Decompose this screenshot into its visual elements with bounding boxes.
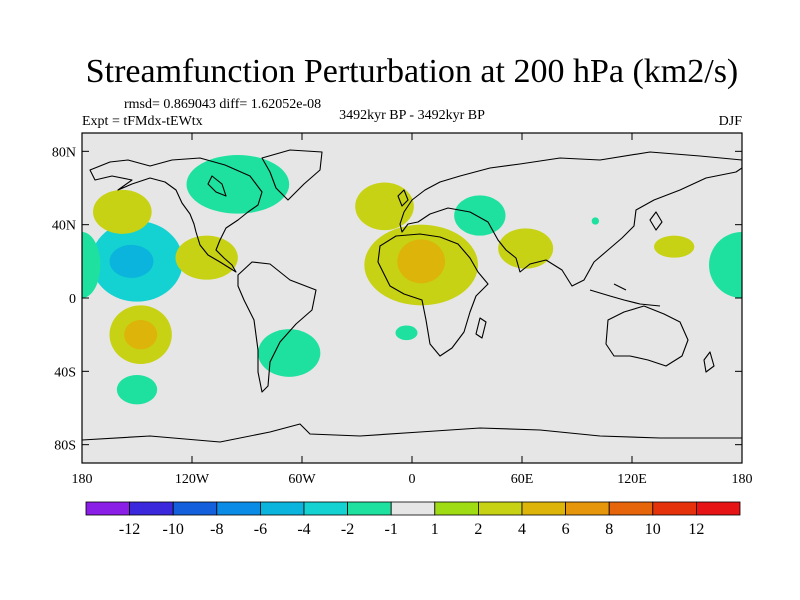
anomaly-region-6 bbox=[116, 375, 158, 405]
colorbar-swatch-5 bbox=[303, 501, 348, 516]
colorbar-swatch-9 bbox=[477, 501, 523, 516]
colorbar-label-6: -1 bbox=[385, 521, 398, 538]
x-tick-label-6: 180 bbox=[732, 472, 753, 487]
coastline-uk bbox=[397, 189, 409, 207]
anomaly-region-15 bbox=[709, 232, 742, 298]
anomaly-region-16 bbox=[82, 232, 101, 298]
colorbar-label-13: 12 bbox=[688, 521, 704, 538]
coastline-australia bbox=[605, 305, 689, 367]
colorbar-swatch-14 bbox=[696, 501, 741, 516]
colorbar-swatch-2 bbox=[172, 501, 218, 516]
colorbar-swatch-11 bbox=[565, 501, 610, 516]
coastline-greenland bbox=[261, 149, 323, 201]
anomaly-region-10 bbox=[454, 195, 506, 236]
colorbar-label-9: 4 bbox=[518, 521, 526, 538]
anomaly-region-12 bbox=[395, 325, 418, 341]
chart-title: Streamfunction Perturbation at 200 hPa (… bbox=[86, 53, 739, 90]
anomaly-region-7 bbox=[258, 329, 321, 377]
x-tick-label-1: 120W bbox=[175, 472, 210, 487]
colorbar-swatch-3 bbox=[216, 501, 261, 516]
coastline-indonesia bbox=[589, 283, 661, 307]
anomaly-region-3 bbox=[93, 189, 152, 234]
colorbar-label-1: -10 bbox=[163, 521, 184, 538]
anomaly-region-8 bbox=[355, 182, 414, 231]
colorbar: -12 -10 -8 -6 -4 -2 -1 1 2 4 6 8 10 12 bbox=[85, 501, 741, 538]
colorbar-label-4: -4 bbox=[297, 521, 310, 538]
x-tick-label-3: 0 bbox=[409, 472, 416, 487]
y-tick-label-4: 80S bbox=[54, 439, 76, 454]
stats-line: rmsd= 0.869043 diff= 1.62052e-08 bbox=[124, 97, 321, 112]
x-tick-label-2: 60W bbox=[288, 472, 316, 487]
y-tick-label-0: 80N bbox=[52, 145, 76, 160]
colorbar-label-12: 10 bbox=[645, 521, 661, 538]
anomaly-region-4 bbox=[175, 235, 238, 280]
colorbar-label-0: -12 bbox=[119, 521, 140, 538]
colorbar-swatch-6 bbox=[347, 501, 392, 516]
colorbar-swatch-10 bbox=[521, 501, 566, 516]
y-tick-label-1: 40N bbox=[52, 219, 76, 234]
colorbar-swatch-8 bbox=[434, 501, 479, 516]
coastline-eurasia bbox=[399, 151, 742, 287]
coastline-hudson-bay bbox=[207, 175, 227, 197]
anomaly-core-5 bbox=[124, 320, 158, 350]
colorbar-label-3: -6 bbox=[254, 521, 267, 538]
coastline-new-zealand bbox=[703, 351, 715, 373]
y-tick-label-2: 0 bbox=[69, 292, 76, 307]
colorbar-label-7: 1 bbox=[431, 521, 439, 538]
anomaly-region-14 bbox=[654, 235, 695, 258]
coastline-south-america bbox=[237, 261, 317, 393]
colorbar-swatch-4 bbox=[259, 501, 305, 516]
anomaly-region-13 bbox=[591, 217, 599, 225]
colorbar-label-5: -2 bbox=[341, 521, 354, 538]
map-axes: 180 120W 60W 0 60E 120E 180 80N 40N 0 40S 80S bbox=[52, 133, 753, 487]
anomaly-contours bbox=[82, 155, 742, 405]
colorbar-swatch-12 bbox=[608, 501, 654, 516]
anomaly-core-9 bbox=[397, 239, 445, 284]
colorbar-swatch-7 bbox=[390, 501, 436, 516]
colorbar-swatch-0 bbox=[85, 501, 130, 516]
x-tick-label-5: 120E bbox=[617, 472, 647, 487]
experiment-label: Expt = tFMdx-tEWtx bbox=[82, 114, 203, 129]
colorbar-label-11: 8 bbox=[605, 521, 613, 538]
colorbar-swatch-13 bbox=[652, 501, 697, 516]
colorbar-label-8: 2 bbox=[474, 521, 482, 538]
season-label: DJF bbox=[719, 114, 743, 129]
anomaly-region-2 bbox=[186, 155, 290, 214]
coastline-africa bbox=[377, 233, 489, 357]
coastline-north-america bbox=[89, 157, 263, 273]
coastlines bbox=[82, 149, 742, 443]
coastline-japan bbox=[649, 211, 663, 231]
x-tick-label-0: 180 bbox=[72, 472, 93, 487]
anomaly-region-11 bbox=[498, 228, 554, 269]
coastline-antarctica bbox=[82, 423, 742, 443]
colorbar-label-2: -8 bbox=[210, 521, 223, 538]
x-tick-label-4: 60E bbox=[511, 472, 534, 487]
y-tick-label-3: 40S bbox=[54, 365, 76, 380]
period-label: 3492kyr BP - 3492kyr BP bbox=[339, 108, 485, 123]
coastline-madagascar bbox=[475, 317, 487, 339]
colorbar-swatch-1 bbox=[129, 501, 174, 516]
anomaly-core-1 bbox=[109, 244, 154, 278]
colorbar-label-10: 6 bbox=[562, 521, 570, 538]
